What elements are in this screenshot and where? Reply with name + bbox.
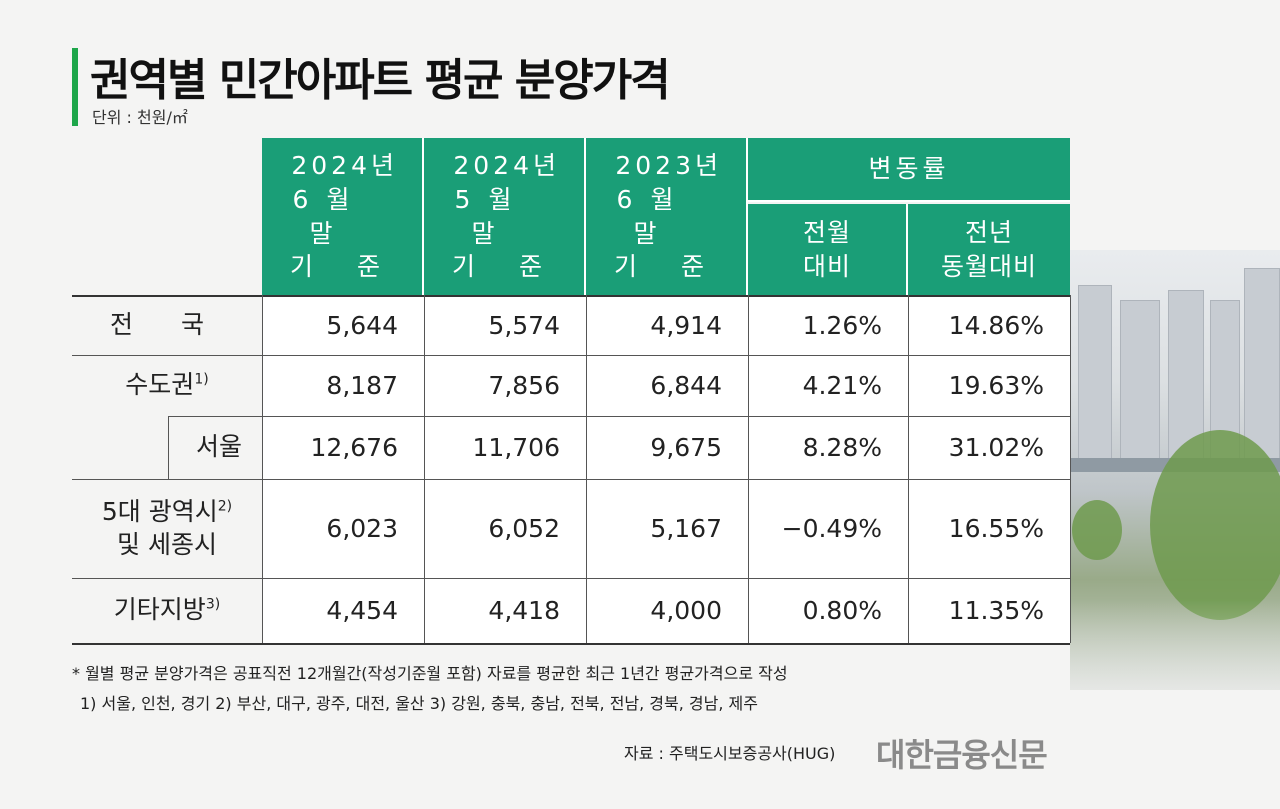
row-divider	[72, 479, 1070, 480]
table-cell: 9,675	[586, 416, 748, 479]
table-cell: 8,187	[262, 355, 424, 416]
page-title: 권역별 민간아파트 평균 분양가격	[90, 55, 671, 106]
change-header-line: 대비	[802, 251, 851, 281]
apartment-building	[1120, 300, 1160, 460]
change-header-line: 전월	[802, 217, 851, 247]
row-divider	[72, 295, 1070, 297]
apartment-building	[1168, 290, 1204, 460]
row-label-text: 수도권1)	[125, 369, 208, 402]
table-cell: 4,914	[586, 295, 748, 355]
row-label-text: 기타지방3)	[114, 594, 220, 627]
accent-bar	[72, 48, 78, 126]
table-cell: 19.63%	[908, 355, 1070, 416]
change-header-line: 동월대비	[940, 251, 1037, 281]
column-divider	[262, 295, 263, 643]
row-label-text: 5대 광역시2)	[102, 496, 232, 529]
row-label-text: 서울	[196, 431, 242, 464]
table-cell: 31.02%	[908, 416, 1070, 479]
footnote-regions: 1) 서울, 인천, 경기 2) 부산, 대구, 광주, 대전, 울산 3) 강…	[80, 694, 758, 713]
table-cell: 14.86%	[908, 295, 1070, 355]
row-label: 5대 광역시2) 및 세종시	[72, 479, 262, 578]
column-divider	[586, 295, 587, 643]
table-cell: 5,644	[262, 295, 424, 355]
row-label-text: 전 국	[110, 309, 224, 342]
row-label-main: 서울	[195, 432, 242, 462]
row-label: 수도권1)	[72, 355, 262, 416]
apartment-building	[1078, 285, 1112, 460]
column-header-line: 기 준	[614, 252, 722, 282]
column-divider	[748, 295, 749, 643]
tree	[1150, 430, 1280, 620]
table-cell: 6,844	[586, 355, 748, 416]
footnote-main: * 월별 평균 분양가격은 공표직전 12개월간(작성기준월 포함) 자료를 평…	[72, 664, 788, 683]
column-header-line: 2024년	[291, 151, 398, 180]
row-label-main: 기타지방	[113, 595, 206, 625]
row-divider	[72, 578, 1070, 579]
table-cell: −0.49%	[748, 479, 908, 578]
row-label-footnote-mark: 3)	[205, 596, 221, 613]
table-cell: 16.55%	[908, 479, 1070, 578]
unit-label: 단위 : 천원/㎡	[92, 108, 188, 127]
row-label: 전 국	[72, 295, 262, 355]
row-label-main: 전 국	[110, 309, 224, 339]
table-cell: 4,418	[424, 578, 586, 643]
column-header-line: 기 준	[290, 252, 398, 282]
column-header-line: 5월 말	[454, 184, 530, 248]
tree	[1072, 500, 1122, 560]
table-cell: 6,023	[262, 479, 424, 578]
column-header-line: 6월 말	[292, 184, 368, 248]
source-label: 자료 : 주택도시보증공사(HUG)	[624, 744, 836, 763]
table-cell: 8.28%	[748, 416, 908, 479]
table-cell: 4.21%	[748, 355, 908, 416]
table-cell: 4,000	[586, 578, 748, 643]
table-cell: 11.35%	[908, 578, 1070, 643]
row-divider	[72, 643, 1070, 645]
table-cell: 1.26%	[748, 295, 908, 355]
table-cell: 5,574	[424, 295, 586, 355]
background-fade	[1070, 600, 1280, 809]
column-header-line: 6월 말	[616, 184, 692, 248]
table-cell: 6,052	[424, 479, 586, 578]
row-label-main: 수도권	[125, 370, 195, 400]
table-cell: 5,167	[586, 479, 748, 578]
row-divider	[72, 355, 1070, 356]
row-label: 서울	[168, 416, 262, 479]
row-label-line2: 및 세종시	[117, 529, 217, 559]
apartment-building	[1244, 268, 1280, 460]
row-divider	[168, 416, 1070, 417]
column-divider	[908, 295, 909, 643]
table-cell: 11,706	[424, 416, 586, 479]
column-header-line: 기 준	[452, 252, 560, 282]
column-divider	[424, 295, 425, 643]
change-group-header: 변동률	[748, 138, 1070, 202]
row-label: 기타지방3)	[72, 578, 262, 643]
table-cell: 0.80%	[748, 578, 908, 643]
table-cell: 12,676	[262, 416, 424, 479]
row-label-main: 5대 광역시	[101, 497, 218, 526]
column-header-line: 2023년	[615, 151, 722, 180]
change-header-line: 전년	[964, 217, 1013, 247]
table-cell: 7,856	[424, 355, 586, 416]
publisher-logo: 대한금융신문	[876, 736, 1048, 774]
column-divider	[168, 416, 169, 479]
column-header-line: 2024년	[453, 151, 560, 180]
row-label-footnote-mark: 1)	[194, 371, 209, 388]
column-divider	[1070, 295, 1071, 643]
table-cell: 4,454	[262, 578, 424, 643]
row-label-footnote-mark: 2)	[217, 498, 233, 515]
